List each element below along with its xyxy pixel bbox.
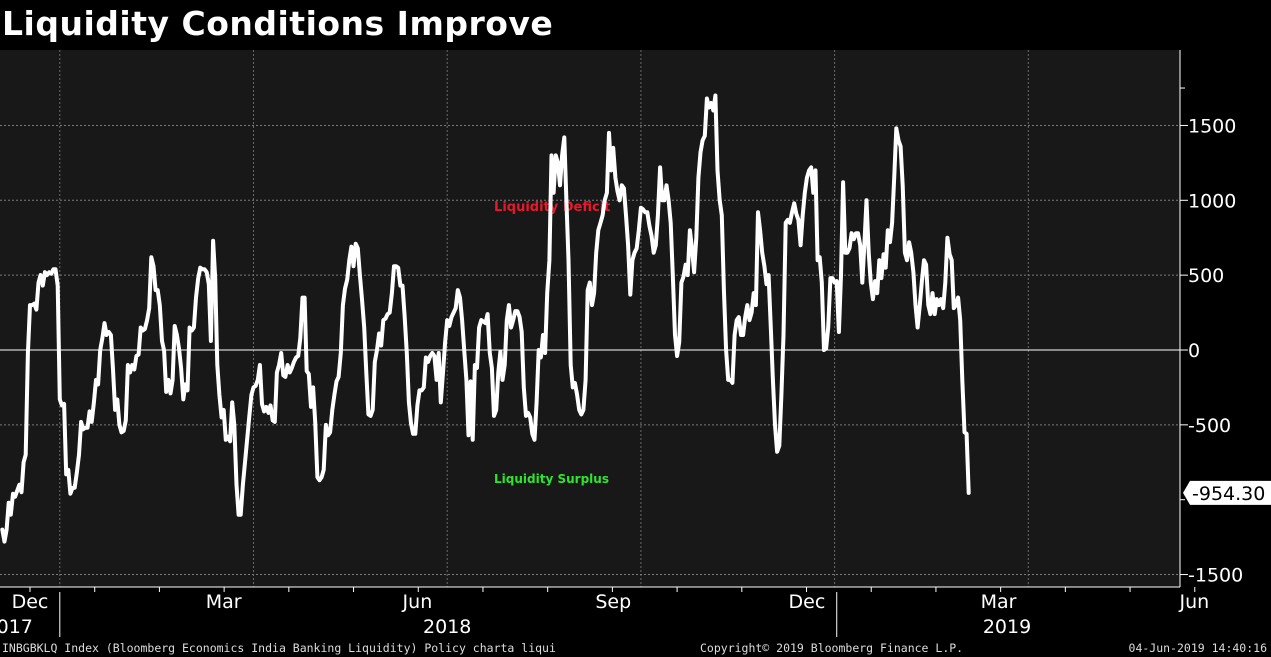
y-tick-label: 1500 bbox=[1188, 115, 1236, 137]
year-label: 2018 bbox=[423, 616, 471, 638]
footer: INBGBKLQ Index (Bloomberg Economics Indi… bbox=[0, 640, 1271, 657]
last-value-label: -954.30 bbox=[1183, 480, 1271, 505]
line-chart: Liquidity Deficit Liquidity Surplus 1500… bbox=[0, 50, 1271, 638]
year-label: 2019 bbox=[983, 616, 1031, 638]
vertical-gridlines bbox=[59, 50, 1029, 587]
x-axis-ticks: Dec Mar Jun Sep Dec Mar Jun bbox=[12, 587, 1210, 613]
horizontal-gridlines bbox=[0, 124, 1180, 576]
footer-copyright: Copyright© 2019 Bloomberg Finance L.P. bbox=[700, 641, 964, 655]
year-label: 2017 bbox=[0, 616, 33, 638]
footer-timestamp: 04-Jun-2019 14:40:16 bbox=[1128, 641, 1267, 655]
annotation-liquidity-surplus: Liquidity Surplus bbox=[494, 472, 609, 486]
y-tick-label: 500 bbox=[1188, 265, 1224, 287]
footer-source: INBGBKLQ Index (Bloomberg Economics Indi… bbox=[2, 641, 556, 655]
x-tick-label: Dec bbox=[789, 591, 826, 613]
x-tick-label: Jun bbox=[402, 591, 433, 613]
chart-title: Liquidity Conditions Improve bbox=[2, 4, 554, 43]
x-tick-label: Dec bbox=[12, 591, 49, 613]
x-tick-label: Sep bbox=[595, 591, 631, 613]
x-tick-label: Mar bbox=[206, 591, 242, 613]
x-tick-label: Jun bbox=[1179, 591, 1210, 613]
last-value-pointer bbox=[1183, 480, 1271, 505]
year-labels: 2017 2018 2019 bbox=[0, 592, 1031, 638]
y-tick-label: 1000 bbox=[1188, 190, 1236, 212]
series-line bbox=[0, 93, 971, 544]
y-tick-label: -500 bbox=[1188, 415, 1231, 437]
y-tick-label: -1500 bbox=[1188, 565, 1243, 587]
x-tick-label: Mar bbox=[981, 591, 1017, 613]
last-value-text: -954.30 bbox=[1192, 483, 1265, 505]
y-tick-label: 0 bbox=[1188, 340, 1200, 362]
plot-area bbox=[0, 50, 1180, 587]
y-axis-ticks: 1500 1000 500 0 -500 -1500 bbox=[1180, 87, 1243, 587]
